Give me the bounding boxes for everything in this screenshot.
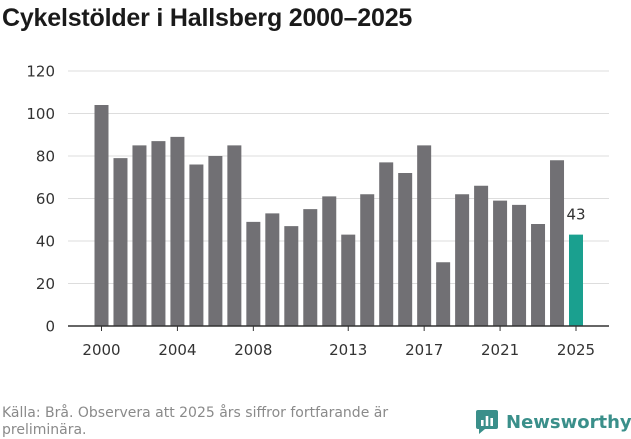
bar-2001[interactable] <box>113 158 128 326</box>
bar-2015[interactable] <box>379 162 394 326</box>
chart-title: Cykelstölder i Hallsberg 2000–2025 <box>2 4 413 32</box>
bar-2021[interactable] <box>493 200 508 326</box>
x-tick-label: 2008 <box>234 341 272 359</box>
bar-2010[interactable] <box>284 226 299 326</box>
y-tick-label: 60 <box>36 190 55 208</box>
y-tick-label: 80 <box>36 148 55 166</box>
bar-2014[interactable] <box>360 194 375 326</box>
data-label-2025: 43 <box>566 206 585 224</box>
x-tick-label: 2004 <box>158 341 196 359</box>
bar-2000[interactable] <box>94 105 109 326</box>
x-tick-label: 2013 <box>329 341 367 359</box>
bar-2012[interactable] <box>322 196 337 326</box>
bar-2003[interactable] <box>151 141 166 326</box>
bar-2020[interactable] <box>474 185 489 326</box>
newsworthy-logo-icon <box>476 410 498 434</box>
bar-2024[interactable] <box>550 160 565 326</box>
bar-2002[interactable] <box>132 145 147 326</box>
y-tick-label: 40 <box>36 233 55 251</box>
bar-2008[interactable] <box>246 221 261 326</box>
bar-2005[interactable] <box>189 164 204 327</box>
newsworthy-logo[interactable]: Newsworthy <box>475 408 631 436</box>
bar-2025[interactable] <box>569 234 583 326</box>
bar-2009[interactable] <box>265 213 280 326</box>
x-tick-label: 2025 <box>557 341 595 359</box>
bar-2023[interactable] <box>531 224 546 326</box>
bar-2022[interactable] <box>512 204 527 326</box>
x-tick-label: 2021 <box>481 341 519 359</box>
bar-2018[interactable] <box>436 262 451 326</box>
bar-2007[interactable] <box>227 145 242 326</box>
x-tick-label: 2017 <box>405 341 443 359</box>
bar-2013[interactable] <box>341 234 356 326</box>
bar-2017[interactable] <box>417 145 432 326</box>
source-note: Källa: Brå. Observera att 2025 års siffr… <box>2 405 389 438</box>
y-tick-label: 120 <box>26 63 55 81</box>
brand-name: Newsworthy <box>506 411 631 433</box>
bar-2006[interactable] <box>208 156 223 326</box>
x-tick-label: 2000 <box>82 341 120 359</box>
bar-chart: 0 20 40 60 80 100 120 2000 2004 2008 2013 2017 2021 2… <box>26 63 609 359</box>
bar-2019[interactable] <box>455 194 470 326</box>
y-tick-label: 20 <box>36 275 55 293</box>
bar-2004[interactable] <box>170 136 185 326</box>
y-tick-label: 100 <box>26 105 55 123</box>
bar-2011[interactable] <box>303 209 318 326</box>
y-tick-label: 0 <box>45 318 55 336</box>
bar-2016[interactable] <box>398 173 413 326</box>
